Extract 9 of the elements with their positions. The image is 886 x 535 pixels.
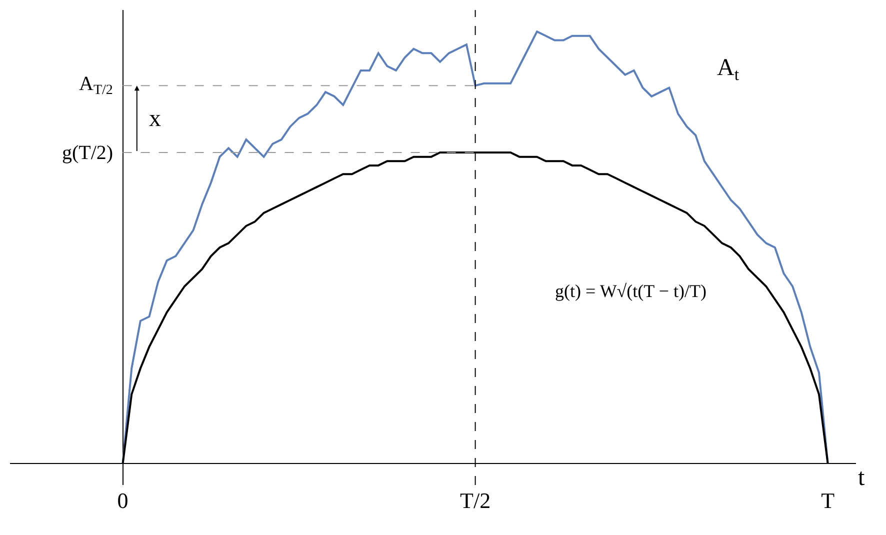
annotation: A$_{t}$ bbox=[717, 55, 740, 84]
x-tick-label: T/2 bbox=[460, 488, 491, 513]
ref-line-label: A$_{T/2}$ bbox=[79, 73, 113, 98]
x-tick-label: T bbox=[821, 488, 836, 513]
annotation: x bbox=[149, 106, 161, 132]
ref-line-label: g(T/2) bbox=[62, 142, 114, 164]
x-tick-label: 0 bbox=[117, 488, 128, 513]
annotation: g(t) = W√(t(T − t)/T) bbox=[555, 281, 706, 301]
x-axis-title: t bbox=[858, 465, 865, 491]
